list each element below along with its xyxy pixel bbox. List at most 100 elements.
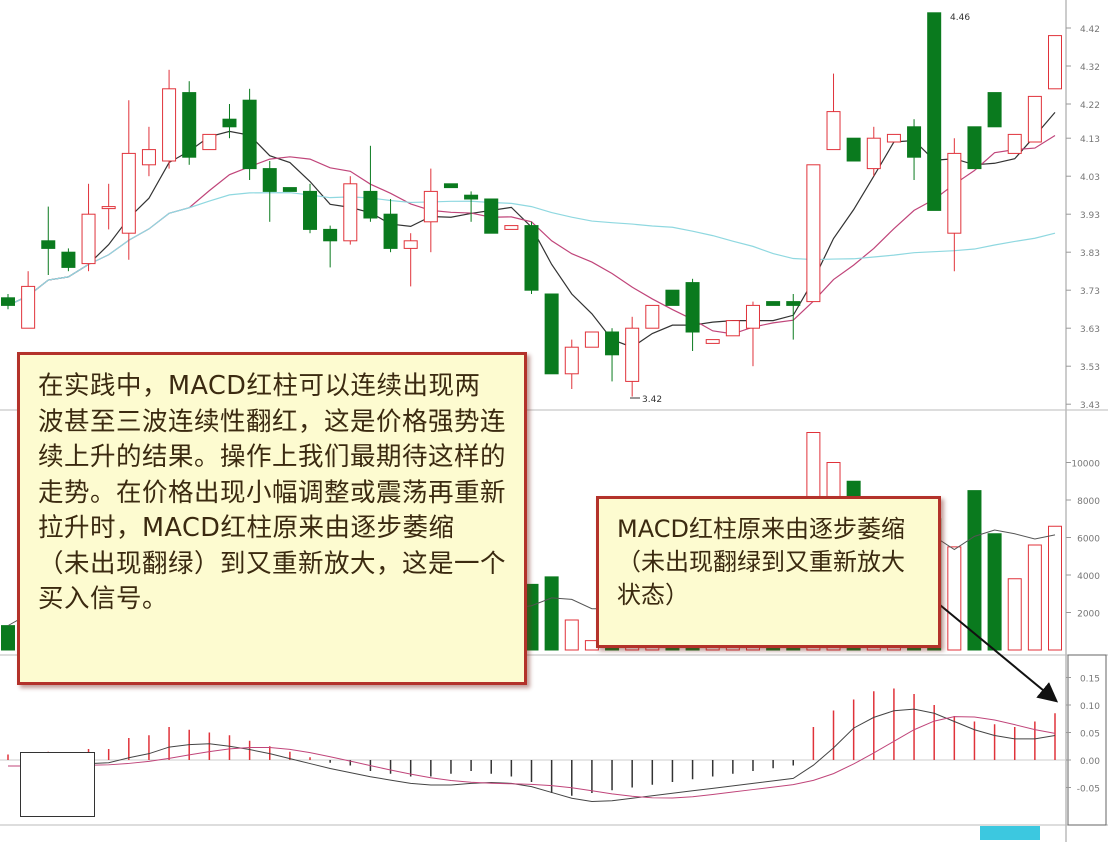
candle xyxy=(403,233,418,287)
candle-body xyxy=(242,99,257,170)
candle-body xyxy=(262,168,277,192)
price-tick-label: 3.83 xyxy=(1080,249,1100,259)
candle-body xyxy=(907,126,922,158)
candle xyxy=(927,12,942,211)
candle-body xyxy=(786,301,801,306)
candle xyxy=(162,69,177,169)
volume-tick-label: 6000 xyxy=(1077,535,1100,545)
candle xyxy=(987,92,1002,128)
dea-line xyxy=(8,716,1056,799)
candle-body xyxy=(665,289,680,306)
candle xyxy=(564,339,579,389)
volume-tick-label: 10000 xyxy=(1071,460,1100,470)
price-tick-label: 3.53 xyxy=(1080,363,1100,373)
candle-body xyxy=(745,304,760,329)
volume-tick-label: 2000 xyxy=(1077,610,1100,620)
volume-bar xyxy=(1007,578,1022,651)
candle-body xyxy=(1027,95,1042,143)
candle xyxy=(584,331,599,348)
candle-body xyxy=(81,213,96,265)
candle xyxy=(21,271,36,329)
candle-body xyxy=(605,331,620,356)
candle xyxy=(605,328,620,382)
low-price-label: 3.42 xyxy=(642,395,662,405)
candle xyxy=(685,278,700,351)
candle xyxy=(645,304,660,329)
scrollbar-thumb[interactable] xyxy=(980,826,1040,840)
candle-body xyxy=(846,137,861,162)
candle-body xyxy=(766,301,781,306)
macd-tick-label: 0.05 xyxy=(1080,730,1100,740)
candle-body xyxy=(987,92,1002,128)
candle-body xyxy=(504,225,519,230)
price-tick-label: 3.93 xyxy=(1080,211,1100,221)
candle xyxy=(262,161,277,222)
dif-line xyxy=(8,708,1056,803)
candle-body xyxy=(927,12,942,211)
price-tick-label: 4.13 xyxy=(1080,135,1100,145)
candle xyxy=(947,138,962,272)
candle-body xyxy=(383,213,398,249)
candle-body xyxy=(645,304,660,329)
candle-body xyxy=(41,240,56,249)
candle xyxy=(806,164,821,303)
candle-body xyxy=(625,327,640,382)
candle xyxy=(665,289,680,306)
price-tick-label: 3.43 xyxy=(1080,401,1100,411)
candle xyxy=(363,145,378,222)
candle-body xyxy=(464,194,479,200)
candle xyxy=(323,225,338,268)
candle-body xyxy=(1,297,15,306)
candle xyxy=(61,248,76,272)
candle xyxy=(1007,133,1022,154)
candle-body xyxy=(1007,133,1022,154)
candle xyxy=(1,294,15,310)
volume-bar xyxy=(544,576,559,651)
candle xyxy=(182,81,197,165)
candle xyxy=(826,73,841,151)
candle-body xyxy=(806,164,821,303)
candle xyxy=(222,104,237,139)
candle xyxy=(121,100,136,260)
annotation-main: 在实践中，MACD红柱可以连续出现两波甚至三波连续性翻红，这是价格强势连续上升的… xyxy=(17,352,527,685)
candle xyxy=(383,199,398,253)
candle xyxy=(1048,35,1062,90)
candle xyxy=(967,126,982,170)
candle xyxy=(41,206,56,275)
candle-body xyxy=(363,190,378,219)
macd-axis-frame xyxy=(1067,654,1107,826)
candle xyxy=(303,183,318,234)
candle-body xyxy=(222,118,237,128)
candle xyxy=(745,301,760,367)
candle-body xyxy=(182,92,197,158)
volume-bar xyxy=(1027,544,1042,651)
candle-body xyxy=(685,282,700,333)
candle-body xyxy=(443,183,458,189)
candle-body xyxy=(947,152,962,234)
candle xyxy=(484,198,499,234)
candle-body xyxy=(524,225,539,291)
volume-tick-label: 4000 xyxy=(1077,572,1100,582)
candle xyxy=(81,183,96,272)
candle xyxy=(202,133,217,151)
volume-bar xyxy=(1048,525,1062,651)
candle xyxy=(282,187,297,192)
candle xyxy=(544,293,559,375)
ma30-line xyxy=(7,192,1056,306)
price-tick-label: 4.03 xyxy=(1080,173,1100,183)
candle-body xyxy=(202,133,217,151)
annotation-side: MACD红柱原来由逐步萎缩（未出现翻绿到又重新放大状态） xyxy=(596,496,941,648)
candle-body xyxy=(121,152,136,234)
candle-body xyxy=(162,88,177,162)
candle-body xyxy=(1048,35,1062,90)
candle-body xyxy=(403,240,418,249)
candle xyxy=(423,168,438,253)
candle xyxy=(343,176,358,245)
volume-bar xyxy=(564,619,579,651)
candle xyxy=(766,301,781,306)
macd-tick-label: 0.15 xyxy=(1080,675,1100,685)
candle-body xyxy=(826,111,841,151)
candle xyxy=(786,294,801,340)
macd-tick-label: 0.10 xyxy=(1080,702,1100,712)
candle-body xyxy=(484,198,499,234)
